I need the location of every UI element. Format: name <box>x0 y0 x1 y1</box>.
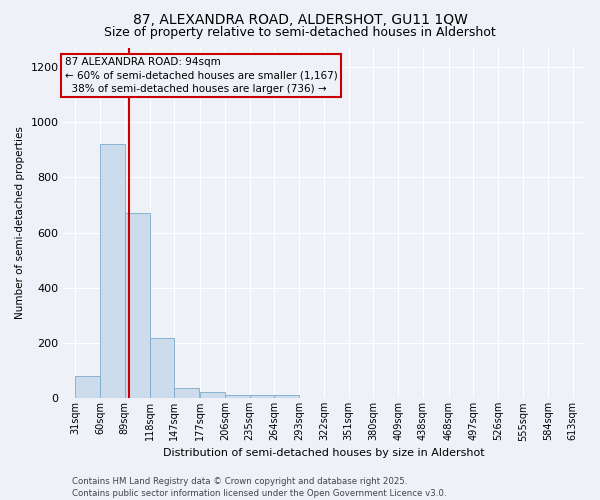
Bar <box>75 376 100 398</box>
Text: 87 ALEXANDRA ROAD: 94sqm
← 60% of semi-detached houses are smaller (1,167)
  38%: 87 ALEXANDRA ROAD: 94sqm ← 60% of semi-d… <box>65 57 337 94</box>
Bar <box>225 395 250 398</box>
Bar <box>100 144 125 399</box>
Text: Contains HM Land Registry data © Crown copyright and database right 2025.
Contai: Contains HM Land Registry data © Crown c… <box>72 476 446 498</box>
X-axis label: Distribution of semi-detached houses by size in Aldershot: Distribution of semi-detached houses by … <box>163 448 485 458</box>
Bar <box>274 395 299 398</box>
Bar <box>149 338 175 398</box>
Bar <box>200 392 225 398</box>
Y-axis label: Number of semi-detached properties: Number of semi-detached properties <box>15 126 25 320</box>
Text: Size of property relative to semi-detached houses in Aldershot: Size of property relative to semi-detach… <box>104 26 496 39</box>
Bar <box>125 213 149 398</box>
Bar <box>250 394 274 398</box>
Bar <box>175 388 199 398</box>
Text: 87, ALEXANDRA ROAD, ALDERSHOT, GU11 1QW: 87, ALEXANDRA ROAD, ALDERSHOT, GU11 1QW <box>133 12 467 26</box>
